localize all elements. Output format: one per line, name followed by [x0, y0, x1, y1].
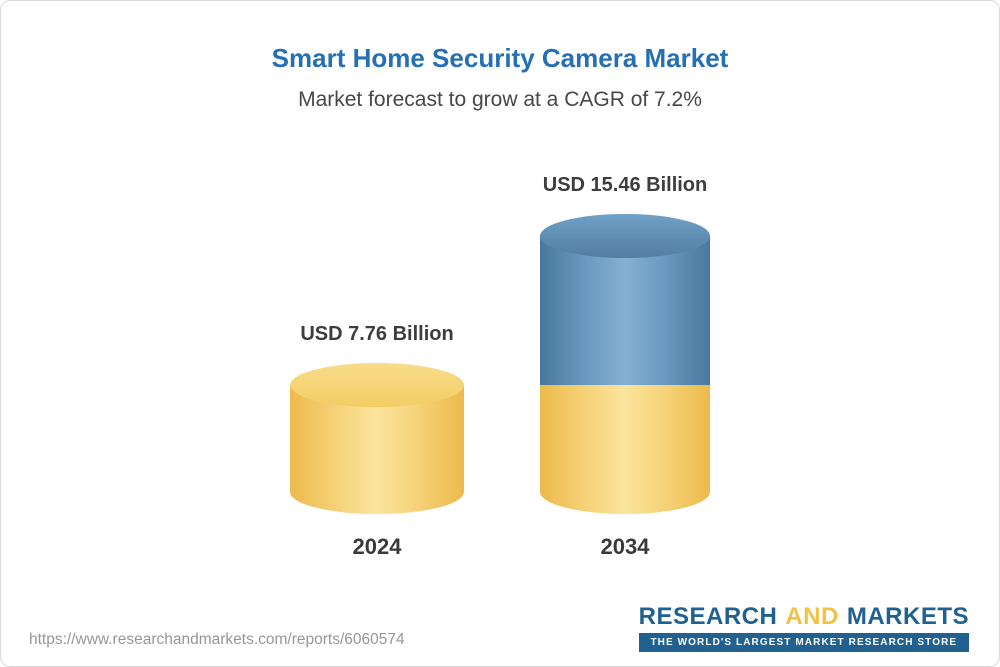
plot-area: USD 7.76 Billion 2024 USD 15.46 Billion … — [1, 141, 999, 560]
year-label-2034: 2034 — [600, 534, 650, 559]
brand-tagline: THE WORLD'S LARGEST MARKET RESEARCH STOR… — [638, 633, 969, 652]
cylinder-2034-growth-segment — [540, 214, 710, 386]
brand-wordmark: RESEARCH AND MARKETS — [639, 604, 969, 629]
cylinder-2024-top-ellipse — [290, 363, 464, 408]
brand-word-and: AND — [785, 602, 839, 630]
cylinder-2034 — [540, 214, 710, 514]
cylinder-2034-top-ellipse — [540, 214, 710, 259]
chart-subtitle: Market forecast to grow at a CAGR of 7.2… — [298, 88, 702, 111]
report-url-link[interactable]: https://www.researchandmarkets.com/repor… — [29, 631, 405, 648]
bar-group-2034: USD 15.46 Billion 2034 — [540, 174, 710, 560]
brand-word-research: RESEARCH — [638, 602, 778, 630]
cylinder-2024 — [290, 363, 464, 514]
value-label-2034: USD 15.46 Billion — [542, 174, 708, 197]
bar-group-2024: USD 7.76 Billion 2024 — [290, 323, 464, 560]
brand-logo: RESEARCH AND MARKETS THE WORLD'S LARGEST… — [638, 604, 969, 652]
cylinder-2034-base-segment — [540, 385, 710, 514]
footer: https://www.researchandmarkets.com/repor… — [29, 604, 969, 652]
brand-word-markets: MARKETS — [846, 602, 969, 630]
year-label-2024: 2024 — [352, 534, 402, 559]
chart-title: Smart Home Security Camera Market — [271, 43, 729, 73]
value-label-2024: USD 7.76 Billion — [300, 323, 454, 346]
cylinder-2034-growth-body — [540, 236, 710, 386]
